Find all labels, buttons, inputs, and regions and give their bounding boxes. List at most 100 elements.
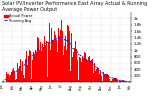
Bar bbox=[96, 69, 97, 82]
Bar bbox=[71, 33, 72, 82]
Bar bbox=[110, 81, 111, 82]
Bar bbox=[76, 49, 77, 82]
Bar bbox=[101, 76, 102, 82]
Bar bbox=[7, 74, 8, 82]
Bar bbox=[26, 51, 27, 82]
Bar bbox=[36, 52, 37, 82]
Bar bbox=[122, 80, 123, 82]
Bar bbox=[95, 71, 96, 82]
Bar bbox=[105, 74, 106, 82]
Bar bbox=[61, 20, 62, 82]
Bar bbox=[111, 81, 112, 82]
Bar bbox=[114, 78, 115, 82]
Bar bbox=[25, 59, 26, 82]
Bar bbox=[120, 81, 121, 82]
Bar bbox=[9, 77, 10, 82]
Bar bbox=[40, 42, 41, 82]
Bar bbox=[121, 81, 122, 82]
Bar bbox=[103, 72, 104, 82]
Bar bbox=[27, 66, 28, 82]
Bar bbox=[24, 78, 25, 82]
Bar bbox=[6, 72, 7, 82]
Bar bbox=[45, 45, 46, 82]
Bar bbox=[46, 41, 47, 82]
Bar bbox=[123, 81, 124, 82]
Bar bbox=[93, 72, 94, 82]
Bar bbox=[124, 81, 125, 82]
Bar bbox=[17, 62, 18, 82]
Bar bbox=[8, 74, 9, 82]
Bar bbox=[115, 78, 116, 82]
Text: Solar PV/Inverter Performance East Array Actual & Running Average Power Output: Solar PV/Inverter Performance East Array… bbox=[2, 1, 147, 12]
Bar bbox=[109, 79, 110, 82]
Bar bbox=[62, 31, 63, 82]
Bar bbox=[67, 24, 68, 82]
Bar bbox=[32, 60, 33, 82]
Bar bbox=[119, 80, 120, 82]
Bar bbox=[107, 74, 108, 82]
Bar bbox=[18, 70, 19, 82]
Bar bbox=[117, 80, 118, 82]
Bar bbox=[70, 71, 71, 82]
Bar bbox=[94, 62, 95, 82]
Bar bbox=[69, 31, 70, 82]
Bar bbox=[99, 74, 100, 82]
Bar bbox=[78, 80, 79, 82]
Bar bbox=[97, 67, 98, 82]
Bar bbox=[77, 60, 78, 82]
Bar bbox=[81, 62, 82, 82]
Bar bbox=[87, 61, 88, 82]
Bar bbox=[104, 75, 105, 82]
Bar bbox=[86, 59, 87, 82]
Bar bbox=[54, 31, 55, 82]
Bar bbox=[112, 80, 113, 82]
Bar bbox=[19, 66, 20, 82]
Legend: Actual Power, Running Avg: Actual Power, Running Avg bbox=[3, 14, 32, 23]
Bar bbox=[20, 59, 21, 82]
Bar bbox=[44, 36, 45, 82]
Bar bbox=[60, 30, 61, 82]
Bar bbox=[50, 50, 51, 82]
Bar bbox=[91, 60, 92, 82]
Bar bbox=[11, 72, 12, 82]
Bar bbox=[79, 57, 80, 82]
Bar bbox=[48, 42, 49, 82]
Bar bbox=[37, 37, 38, 82]
Bar bbox=[92, 59, 93, 82]
Bar bbox=[34, 54, 35, 82]
Bar bbox=[33, 52, 34, 82]
Bar bbox=[15, 80, 16, 82]
Bar bbox=[13, 68, 14, 82]
Bar bbox=[29, 50, 30, 82]
Bar bbox=[10, 75, 11, 82]
Bar bbox=[74, 48, 75, 82]
Bar bbox=[116, 78, 117, 82]
Bar bbox=[64, 46, 65, 82]
Bar bbox=[23, 75, 24, 82]
Bar bbox=[75, 41, 76, 82]
Bar bbox=[47, 77, 48, 82]
Bar bbox=[100, 70, 101, 82]
Bar bbox=[102, 81, 103, 82]
Bar bbox=[66, 50, 67, 82]
Bar bbox=[57, 52, 59, 82]
Bar bbox=[125, 81, 126, 82]
Bar bbox=[49, 23, 50, 82]
Bar bbox=[80, 58, 81, 82]
Bar bbox=[30, 51, 31, 82]
Bar bbox=[51, 28, 52, 82]
Bar bbox=[98, 68, 99, 82]
Bar bbox=[113, 78, 114, 82]
Bar bbox=[55, 36, 56, 82]
Bar bbox=[39, 51, 40, 82]
Bar bbox=[31, 79, 32, 82]
Bar bbox=[63, 55, 64, 82]
Bar bbox=[85, 53, 86, 82]
Bar bbox=[22, 61, 23, 82]
Bar bbox=[106, 74, 107, 82]
Bar bbox=[41, 51, 42, 82]
Bar bbox=[21, 71, 22, 82]
Bar bbox=[52, 40, 54, 82]
Bar bbox=[42, 44, 43, 82]
Bar bbox=[68, 26, 69, 82]
